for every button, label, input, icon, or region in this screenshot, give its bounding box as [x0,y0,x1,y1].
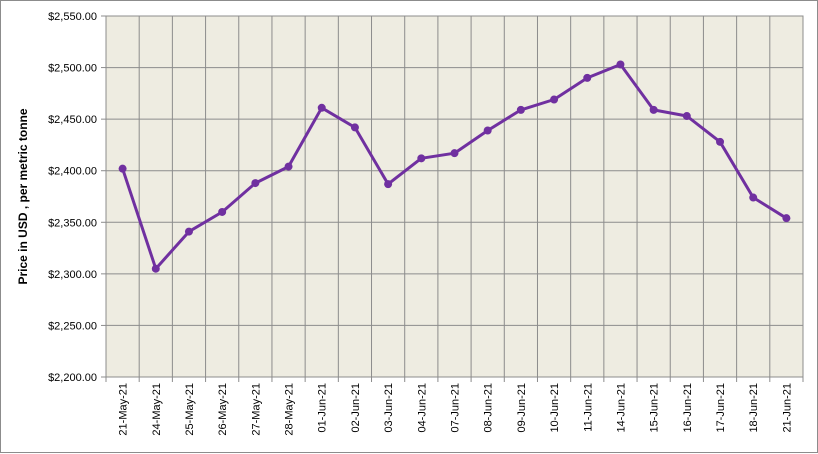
data-point [583,73,592,82]
x-tick-label: 21-May-21 [118,383,130,436]
x-tick-label: 16-Jun-21 [682,383,694,433]
data-point [184,227,193,236]
data-point [716,137,725,146]
y-tick-label: $2,300.00 [48,269,97,281]
y-tick-label: $2,200.00 [48,372,97,384]
data-point [516,105,525,114]
x-tick-label: 03-Jun-21 [383,383,395,433]
x-tick-label: 26-May-21 [217,383,229,436]
data-point [417,154,426,163]
y-tick-label: $2,450.00 [48,114,97,126]
x-tick-label: 24-May-21 [151,383,163,436]
data-point [483,126,492,135]
data-point [118,164,127,173]
x-tick-label: 10-Jun-21 [549,383,561,433]
data-point [218,207,227,216]
data-point [782,214,791,223]
data-point [384,180,393,189]
data-point [682,112,691,121]
data-point [251,179,260,188]
x-tick-label: 11-Jun-21 [582,383,594,432]
y-axis-title: Price in USD , per metric tonne [16,108,30,284]
y-tick-label: $2,400.00 [48,166,97,178]
plot-area [105,15,804,378]
data-point [151,264,160,273]
x-tick-label: 17-Jun-21 [715,383,727,433]
x-tick-label: 04-Jun-21 [416,383,428,433]
x-tick-label: 09-Jun-21 [516,383,528,433]
y-tick-label: $2,500.00 [48,63,97,75]
x-tick-label: 07-Jun-21 [450,383,462,433]
x-tick-label: 25-May-21 [184,383,196,436]
x-tick-label: 15-Jun-21 [649,383,661,433]
data-point [649,105,658,114]
x-tick-label: 08-Jun-21 [483,383,495,433]
data-point [350,123,359,132]
x-tick-label: 01-Jun-21 [317,383,329,433]
x-tick-label: 14-Jun-21 [615,383,627,433]
data-point [317,103,326,112]
x-tick-label: 02-Jun-21 [350,383,362,433]
x-tick-label: 28-May-21 [284,383,296,436]
y-tick-label: $2,550.00 [48,11,97,23]
x-tick-label: 27-May-21 [250,383,262,436]
x-tick-label: 21-Jun-21 [781,383,793,433]
data-point [284,162,293,171]
data-point [749,193,758,202]
data-point [450,149,459,158]
data-point [550,95,559,104]
data-point [616,60,625,69]
x-tick-label: 18-Jun-21 [748,383,760,433]
y-tick-label: $2,250.00 [48,320,97,332]
y-tick-label: $2,350.00 [48,217,97,229]
